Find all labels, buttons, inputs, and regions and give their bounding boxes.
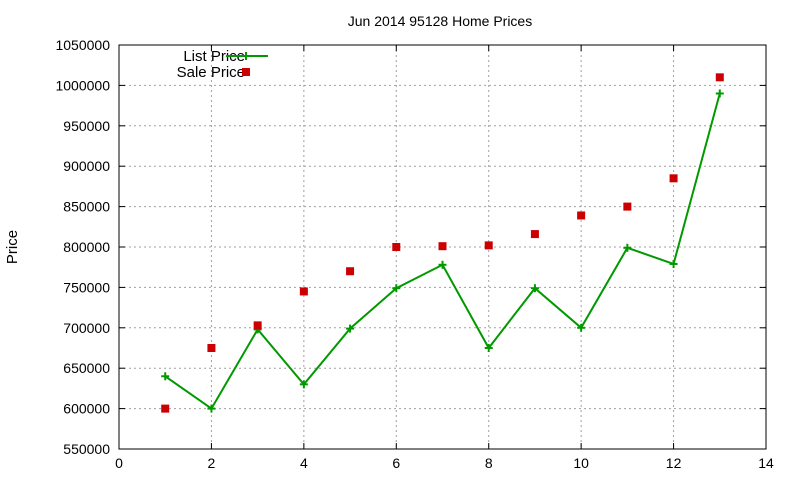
x-tick-label: 2 [208,455,216,471]
y-axis-title: Price [4,230,21,264]
sale-price-point [161,404,170,413]
y-tick-label: 850000 [63,199,110,215]
sale-price-point [623,202,632,211]
list-price-point [392,284,401,293]
series-list-price [161,89,724,413]
legend-label: Sale Price [177,64,245,81]
x-tick-label: 6 [392,455,400,471]
list-price-point [577,323,586,332]
legend-label: List Price [183,48,245,65]
y-tick-label: 650000 [63,360,110,376]
list-price-point [484,344,493,352]
y-tick-label: 1050000 [55,37,110,53]
y-tick-label: 950000 [63,118,110,134]
sale-price-point [207,344,216,352]
y-tick-label: 550000 [63,441,110,457]
y-tick-label: 800000 [63,239,110,255]
y-tick-label: 700000 [63,320,110,336]
list-price-point [207,404,216,413]
sale-price-point [346,267,355,276]
sale-price-point [392,243,401,251]
x-tick-label: 14 [758,455,774,471]
list-price-point [623,243,632,252]
axis-layer: 0 2 4 6 8 10 12 14 550000 600000 650000 700000 75000… [55,37,774,471]
series-sale-price [161,73,724,413]
sale-price-point [530,230,539,239]
list-price-point [438,260,447,269]
list-price-point [715,89,724,98]
x-tick-label: 12 [666,455,682,471]
sale-price-point [484,241,493,250]
x-tick-label: 4 [300,455,308,471]
x-tick-label: 8 [485,455,493,471]
sale-price-point [577,211,586,220]
sale-price-point [253,321,262,330]
y-tick-label: 1000000 [55,77,110,93]
x-tick-label: 10 [573,455,589,471]
series-layer [161,73,724,413]
list-price-point [161,372,170,381]
y-tick-label: 750000 [63,279,110,295]
y-tick-label: 900000 [63,158,110,174]
x-tick-label: 0 [115,455,123,471]
list-price-point [530,284,539,293]
list-price-point [299,380,308,389]
list-price-point [346,324,355,333]
legend-square-swatch [242,68,250,76]
sale-price-point [299,287,308,296]
list-price-point [669,259,678,268]
sale-price-point [438,242,447,251]
chart-title: Jun 2014 95128 Home Prices [348,13,532,29]
y-tick-label: 600000 [63,401,110,417]
sale-price-point [669,174,678,183]
sale-price-point [715,73,724,82]
